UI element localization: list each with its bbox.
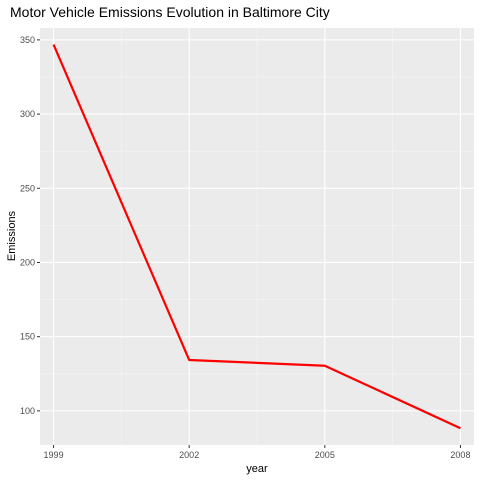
x-axis-title: year bbox=[246, 463, 268, 475]
x-axis: 1999 2002 2005 2008 bbox=[44, 445, 470, 460]
x-tick-label-2005: 2005 bbox=[315, 450, 335, 460]
y-tick-label-350: 350 bbox=[20, 35, 35, 45]
y-axis-title: Emissions bbox=[6, 210, 18, 261]
y-tick-label-150: 150 bbox=[20, 332, 35, 342]
minor-gridlines bbox=[40, 28, 474, 445]
x-tick-label-1999: 1999 bbox=[44, 450, 64, 460]
x-tick-label-2008: 2008 bbox=[450, 450, 470, 460]
series-layer bbox=[52, 44, 461, 430]
y-tick-label-200: 200 bbox=[20, 257, 35, 267]
major-gridlines bbox=[40, 28, 474, 445]
x-tick-label-2002: 2002 bbox=[179, 450, 199, 460]
y-axis: 100 150 200 250 300 350 bbox=[20, 35, 40, 416]
series-line-0 bbox=[52, 44, 461, 430]
chart-title: Motor Vehicle Emissions Evolution in Bal… bbox=[10, 4, 330, 20]
y-tick-label-250: 250 bbox=[20, 183, 35, 193]
y-tick-label-300: 300 bbox=[20, 109, 35, 119]
y-tick-label-100: 100 bbox=[20, 406, 35, 416]
